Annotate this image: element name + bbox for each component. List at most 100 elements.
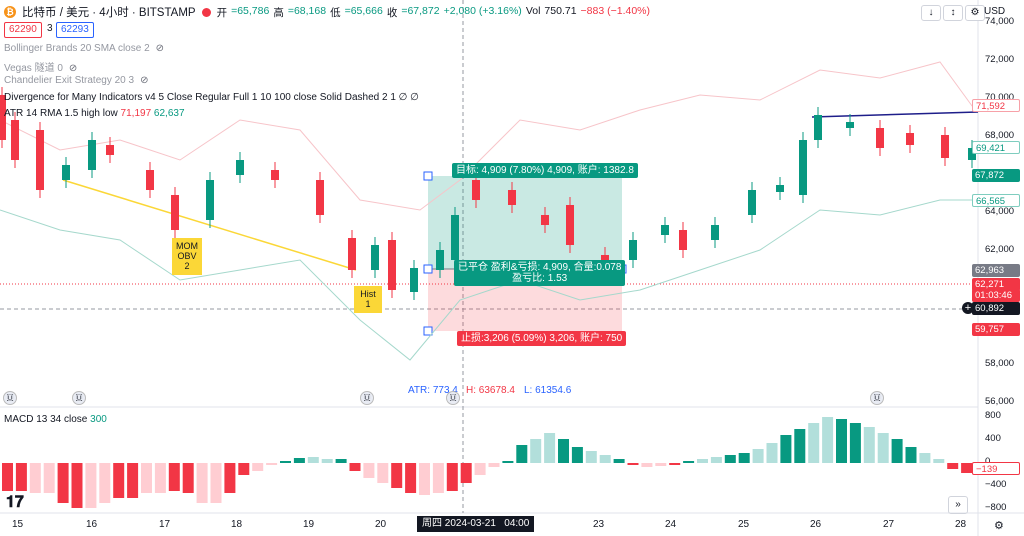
indicator-atr[interactable]: ATR 14 RMA 1.5 high low 71,197 62,637 [4, 108, 185, 119]
x-tick: 25 [738, 519, 750, 530]
indicator-divergence-label: Divergence for Many Indicators v4 5 Clos… [4, 92, 419, 103]
macd-histogram-bar [377, 463, 389, 483]
macd-histogram-bar [57, 463, 69, 503]
candle-body [941, 135, 949, 158]
macd-histogram-bar [780, 435, 792, 463]
price-tag-stop: 59,757 [972, 323, 1020, 336]
macd-histogram-bar [738, 453, 750, 463]
eye-hidden-icon[interactable]: ⊘ [155, 43, 165, 54]
y-tick: 74,000 [985, 16, 1015, 27]
hist-divergence-label: Hist 1 [354, 286, 382, 313]
x-tick: 15 [12, 519, 24, 530]
indicator-vegas[interactable]: Vegas 隧道 0 ⊘ [4, 59, 77, 74]
atr-bottom-atr: ATR: 773.4 [408, 385, 458, 396]
candle-body [410, 268, 418, 292]
macd-histogram-bar [933, 459, 945, 463]
bollinger-lower-line [0, 199, 975, 361]
macd-histogram-bar [530, 439, 542, 463]
candle-body [814, 115, 822, 140]
macd-histogram-bar [99, 463, 111, 503]
trade-handle [423, 264, 433, 274]
macd-histogram-bar [683, 461, 695, 463]
macd-histogram-bar [836, 419, 847, 463]
candle-body [316, 180, 324, 215]
candle-body [472, 180, 480, 200]
tradingview-logo[interactable]: 𝟏𝟕 [6, 494, 24, 511]
candle-body [36, 130, 44, 190]
macd-histogram-bar [307, 457, 319, 463]
atr-bottom-low: L: 61354.6 [524, 385, 572, 396]
eye-hidden-icon[interactable]: ⊘ [140, 75, 149, 86]
symbol-title[interactable]: 比特币 / 美元 · 4小时 · BITSTAMP [22, 7, 196, 19]
x-crosshair-label: 周四 2024-03-21 04:00 [417, 516, 535, 532]
macd-histogram-bar [849, 423, 861, 463]
macd-histogram-bar [919, 453, 931, 463]
candle-body [271, 170, 279, 180]
us-flag-event-icon[interactable]: 🇺 [446, 391, 460, 405]
add-alert-icon[interactable]: + [962, 302, 974, 314]
macd-histogram-bar [321, 459, 333, 463]
percent-scale-icon[interactable]: ↕ [943, 5, 963, 21]
settings-gear-icon[interactable]: ⚙ [965, 5, 985, 21]
us-flag-event-icon[interactable]: 🇺 [3, 391, 17, 405]
macd-indicator[interactable]: MACD 13 34 close 300 [4, 414, 107, 425]
macd-histogram-bar [363, 463, 375, 478]
x-tick: 24 [665, 519, 677, 530]
bitcoin-icon: ₿ [4, 6, 16, 18]
candle-body [348, 238, 356, 270]
sell-price-box[interactable]: 62290 [4, 22, 42, 38]
macd-histogram-bar [141, 463, 152, 493]
macd-histogram-bar [766, 443, 778, 463]
trade-handle [423, 171, 433, 181]
macd-y-tick: 0 [985, 456, 990, 467]
macd-histogram-bar [474, 463, 486, 475]
us-flag-event-icon[interactable]: 🇺 [360, 391, 374, 405]
atr-bottom-high: H: 63678.4 [466, 385, 515, 396]
vol-label: Vol [525, 4, 541, 17]
macd-histogram-bar [961, 463, 973, 473]
macd-histogram-bar [446, 463, 458, 491]
macd-histogram-bar [516, 445, 528, 463]
indicator-bollinger[interactable]: Bollinger Brands 20 SMA close 2 ⊘ [4, 43, 164, 54]
candle-body [371, 245, 379, 270]
macd-histogram-bar [210, 463, 222, 503]
atr-label: ATR 14 RMA 1.5 high low [4, 108, 118, 119]
macd-histogram-bar [71, 463, 83, 508]
scroll-right-icon[interactable]: » [948, 496, 968, 514]
candle-body [566, 205, 574, 245]
chart-settings-icon[interactable]: ⚙ [994, 520, 1004, 532]
macd-histogram-bar [29, 463, 41, 493]
y-tick: 68,000 [985, 130, 1015, 141]
us-flag-event-icon[interactable]: 🇺 [72, 391, 86, 405]
macd-y-tick: −400 [985, 479, 1007, 490]
closed-label: 已平仓 盈利&亏损: 4,909, 合量:0.078 盈亏比: 1.53 [454, 260, 626, 286]
macd-histogram-bar [808, 423, 820, 463]
indicator-chandelier[interactable]: Chandelier Exit Strategy 20 3 ⊘ [4, 75, 148, 86]
price-tag-bid: 62,271 [972, 278, 1020, 291]
indicator-bollinger-label: Bollinger Brands 20 SMA close 2 [4, 43, 150, 54]
candle-body [106, 145, 114, 155]
indicator-divergence[interactable]: Divergence for Many Indicators v4 5 Clos… [4, 92, 419, 103]
spread-value: 3 [47, 23, 53, 34]
x-tick: 20 [375, 519, 387, 530]
close-value: =67,872 [401, 4, 440, 17]
indicator-chandelier-label: Chandelier Exit Strategy 20 3 [4, 75, 135, 86]
candle-body [968, 148, 976, 160]
profit-zone [428, 176, 622, 269]
y-tick: 56,000 [985, 396, 1015, 407]
macd-y-tick: −800 [985, 502, 1007, 513]
eye-hidden-icon[interactable]: ⊘ [68, 63, 78, 74]
arrow-down-icon[interactable]: ↓ [921, 5, 941, 21]
currency-selector[interactable]: USD [984, 6, 1006, 17]
mom-obv-divergence-label: MOM OBV 2 [172, 238, 202, 275]
buy-price-box[interactable]: 62293 [56, 22, 94, 38]
macd-histogram-bar [391, 463, 403, 488]
macd-histogram-bar [627, 463, 639, 465]
macd-histogram-bar [558, 439, 569, 463]
macd-histogram-bar [15, 463, 27, 491]
macd-histogram-bar [877, 433, 889, 463]
high-value: =68,168 [287, 4, 327, 17]
vol-change: −883 (−1.40%) [580, 4, 651, 17]
us-flag-event-icon[interactable]: 🇺 [870, 391, 884, 405]
candle-body [0, 95, 6, 140]
